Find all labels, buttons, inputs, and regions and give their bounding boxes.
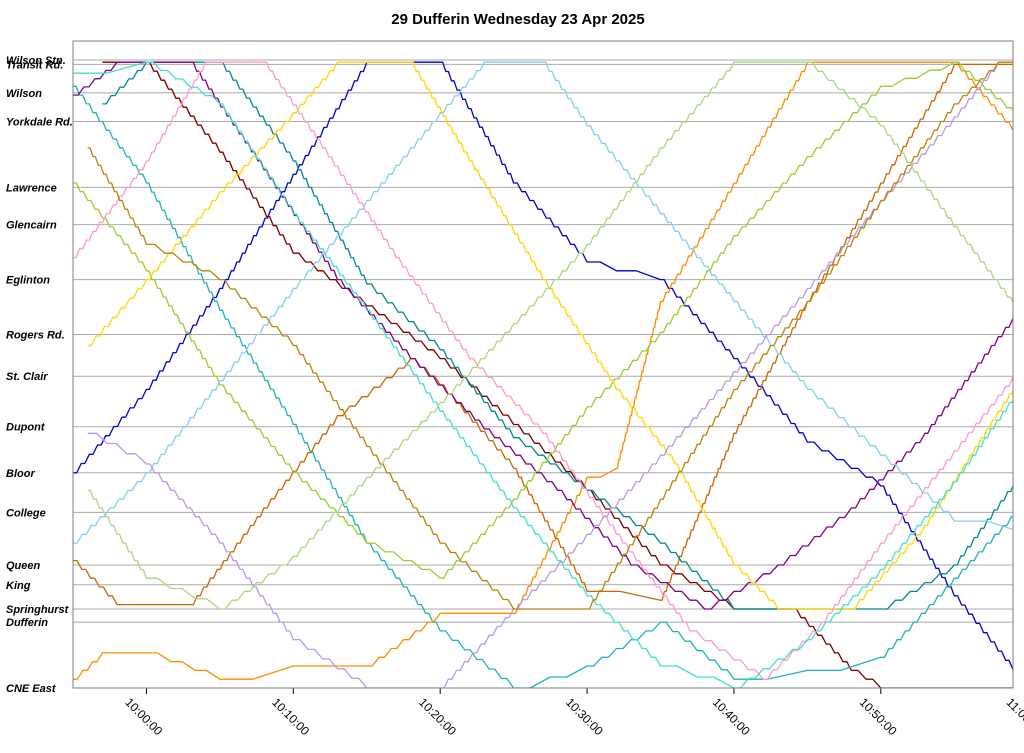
stop-label: Eglinton	[6, 275, 50, 287]
trip-line	[87, 61, 1013, 688]
stop-label: College	[6, 507, 46, 519]
trip-line	[87, 61, 1013, 610]
trip-line	[73, 61, 1013, 610]
x-tick-label: 10:30:00	[563, 695, 606, 738]
stop-label: King	[6, 580, 31, 592]
x-tick-label: 10:50:00	[857, 695, 900, 738]
trip-line	[73, 61, 1013, 671]
bus-trips	[73, 61, 1013, 688]
time-axis: 10:00:00 10:10:00 10:20:00 10:30:00 10:40:00…	[122, 688, 1024, 738]
trip-line	[87, 61, 1013, 610]
trip-line	[73, 85, 1013, 688]
chart-title: 29 Dufferin Wednesday 23 Apr 2025	[391, 11, 644, 28]
trip-line	[102, 61, 1013, 610]
stop-label: Wilson	[6, 88, 42, 100]
stop-label: Dupont	[6, 422, 46, 434]
stop-label: Glencairn	[6, 220, 57, 232]
stop-label: Transit Rd.	[6, 59, 63, 71]
stop-label: CNE East	[6, 683, 57, 695]
x-tick-label: 11:00:00	[1004, 695, 1024, 738]
stop-label: Rogers Rd.	[6, 329, 65, 341]
stop-label: Springhurst	[6, 604, 70, 616]
stop-label: Yorkdale Rd.	[6, 116, 73, 128]
stop-label: Queen	[6, 560, 41, 572]
stop-labels: Wilson Stn.Transit Rd. Wilson Yorkdale Rd.…	[6, 55, 73, 695]
x-tick-label: 10:20:00	[416, 695, 459, 738]
trip-line	[73, 61, 1013, 688]
trip-line	[87, 61, 1013, 610]
stop-label: Dufferin	[6, 617, 48, 629]
trip-line	[73, 61, 1013, 544]
x-tick-label: 10:40:00	[710, 695, 753, 738]
stop-label: Bloor	[6, 468, 35, 480]
x-tick-label: 10:10:00	[269, 695, 312, 738]
trip-line	[73, 61, 1013, 579]
stop-label: Lawrence	[6, 182, 57, 194]
trip-line	[73, 61, 1013, 680]
trip-line	[73, 63, 1013, 606]
stop-label: Wilson Stn.	[6, 55, 66, 67]
trip-line	[102, 61, 1013, 688]
plot-frame	[72, 40, 1014, 689]
stop-label: St. Clair	[6, 371, 48, 383]
trip-line	[73, 61, 1013, 680]
x-tick-label: 10:00:00	[122, 695, 165, 738]
